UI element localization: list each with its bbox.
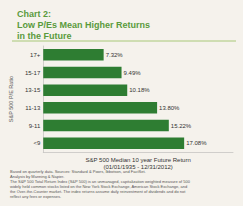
svg-text:The S&P 500 Total Return Index: The S&P 500 Total Return Index (S&P 500)… xyxy=(10,179,190,184)
svg-text:17+: 17+ xyxy=(30,52,41,58)
svg-text:in the Future: in the Future xyxy=(17,31,72,41)
svg-text:13-15: 13-15 xyxy=(25,87,41,93)
svg-text:15.22%: 15.22% xyxy=(171,123,192,129)
svg-text:13.80%: 13.80% xyxy=(159,105,180,111)
svg-text:the Over-the-Counter market. T: the Over-the-Counter market. The index r… xyxy=(10,189,186,194)
svg-text:Low P/Es Mean Higher Returns: Low P/Es Mean Higher Returns xyxy=(17,20,150,30)
svg-text:(01/01/1935 - 12/31/2012): (01/01/1935 - 12/31/2012) xyxy=(103,163,173,170)
svg-text:9.49%: 9.49% xyxy=(124,70,142,76)
svg-text:17.08%: 17.08% xyxy=(186,140,207,146)
svg-text:7.32%: 7.32% xyxy=(106,52,124,58)
svg-text:15-17: 15-17 xyxy=(25,70,41,76)
svg-text:Analysis by Manning & Napier.: Analysis by Manning & Napier. xyxy=(10,174,65,179)
svg-text:widely held common stocks list: widely held common stocks listed on the … xyxy=(10,184,188,189)
svg-text:9-11: 9-11 xyxy=(29,123,41,129)
svg-text:S&P 500 Median 10 year Future: S&P 500 Median 10 year Future Return xyxy=(85,157,190,163)
svg-text:Based on quarterly data. Sourc: Based on quarterly data. Sources: Standa… xyxy=(10,169,146,174)
svg-text:S&P 500 P/E Ratio: S&P 500 P/E Ratio xyxy=(8,76,14,122)
svg-text:Chart 2:: Chart 2: xyxy=(17,9,51,19)
svg-text:10.18%: 10.18% xyxy=(129,87,150,93)
svg-text:reflect any fees or expenses.: reflect any fees or expenses. xyxy=(10,194,61,199)
svg-text:11-13: 11-13 xyxy=(25,105,41,111)
svg-text:<9: <9 xyxy=(33,140,41,146)
